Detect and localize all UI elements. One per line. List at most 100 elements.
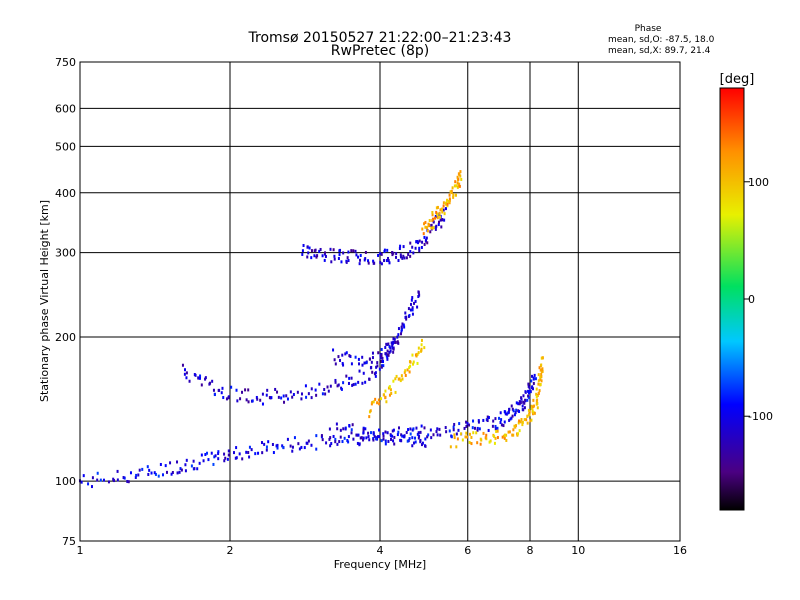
data-point: [374, 397, 377, 401]
data-point: [500, 418, 503, 422]
data-point: [427, 224, 430, 228]
data-point: [528, 396, 531, 400]
data-point: [379, 260, 382, 264]
data-point: [454, 180, 457, 184]
data-point: [406, 368, 409, 372]
data-point: [362, 428, 365, 432]
data-point: [377, 351, 380, 355]
data-point: [458, 422, 461, 426]
data-point: [305, 395, 308, 399]
data-point: [345, 374, 348, 378]
y-tick-label: 500: [55, 140, 76, 153]
data-point: [314, 388, 317, 392]
data-point: [334, 378, 337, 382]
colorbar-ticks: 100 0 -100: [744, 176, 773, 423]
data-point: [389, 388, 392, 392]
data-point: [218, 388, 221, 392]
data-point: [485, 433, 488, 437]
data-point: [428, 219, 431, 223]
data-point: [519, 420, 522, 424]
data-point: [535, 387, 538, 391]
data-point: [522, 408, 525, 412]
data-point: [444, 426, 447, 430]
data-point: [235, 388, 238, 392]
data-point: [476, 428, 479, 432]
data-point: [384, 430, 387, 434]
data-point: [417, 295, 420, 299]
data-point: [358, 369, 361, 373]
data-point: [206, 451, 209, 455]
data-point: [371, 370, 374, 374]
data-point: [505, 438, 508, 442]
data-point: [512, 428, 515, 432]
data-point: [414, 440, 417, 444]
data-point: [391, 253, 394, 257]
data-point: [531, 385, 534, 389]
data-point: [376, 364, 379, 368]
data-point: [487, 416, 490, 420]
data-point: [512, 409, 515, 413]
data-point: [87, 482, 90, 486]
data-point: [286, 437, 289, 441]
data-point: [341, 440, 344, 444]
data-point: [476, 441, 479, 445]
data-point: [256, 397, 259, 401]
data-point: [511, 407, 514, 411]
data-point: [395, 374, 398, 378]
data-point: [183, 368, 186, 372]
data-point: [328, 437, 331, 441]
y-tick-label: 300: [55, 247, 76, 260]
data-point: [431, 218, 434, 222]
data-point: [373, 434, 376, 438]
data-point: [448, 197, 451, 201]
colorbar-label: [deg]: [720, 72, 755, 87]
data-point: [122, 476, 125, 480]
data-point: [116, 469, 119, 473]
data-point: [420, 343, 423, 347]
data-point: [318, 382, 321, 386]
data-point: [531, 374, 534, 378]
data-point: [183, 372, 186, 376]
data-point: [178, 470, 181, 474]
data-point: [376, 361, 379, 365]
data-point: [176, 460, 179, 464]
data-point: [138, 468, 141, 472]
data-point: [374, 371, 377, 375]
data-point: [281, 444, 284, 448]
data-point: [372, 438, 375, 442]
data-point: [248, 455, 251, 459]
data-point: [401, 434, 404, 438]
data-point: [339, 435, 342, 439]
data-point: [442, 208, 445, 212]
data-point: [300, 397, 303, 401]
data-point: [419, 440, 422, 444]
data-point: [517, 432, 520, 436]
data-point: [434, 214, 437, 218]
data-point: [307, 392, 310, 396]
data-point: [398, 377, 401, 381]
data-point: [159, 462, 162, 466]
data-point: [496, 436, 499, 440]
data-point: [315, 393, 318, 397]
data-point: [292, 393, 295, 397]
data-point: [425, 226, 428, 230]
data-point: [409, 432, 412, 436]
data-point: [437, 223, 440, 227]
data-point: [540, 356, 543, 360]
data-point: [526, 414, 529, 418]
data-point: [418, 249, 421, 253]
data-point: [350, 431, 353, 435]
data-point: [82, 474, 85, 478]
data-point: [202, 459, 205, 463]
data-point: [380, 347, 383, 351]
data-point: [274, 387, 277, 391]
y-tick-label: 600: [55, 102, 76, 115]
data-point: [321, 392, 324, 396]
data-point: [499, 420, 502, 424]
data-point: [438, 211, 441, 215]
data-point: [134, 475, 137, 479]
y-tick-label: 75: [62, 535, 76, 548]
data-point: [386, 349, 389, 353]
data-point: [518, 400, 521, 404]
data-point: [493, 441, 496, 445]
